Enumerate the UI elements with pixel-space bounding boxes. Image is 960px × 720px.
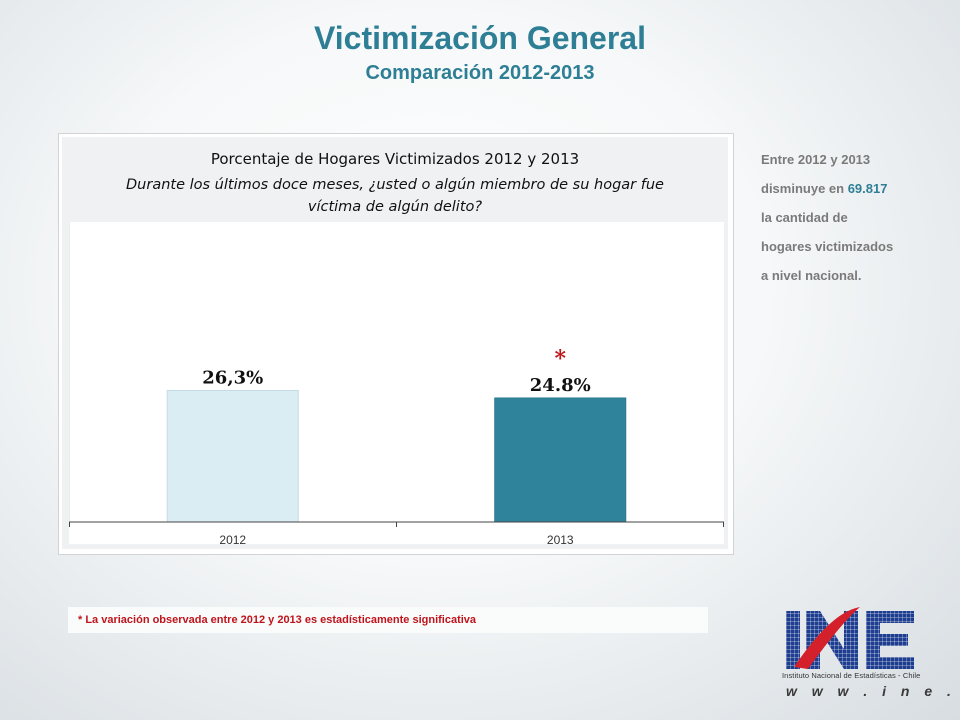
- ine-website-url: w w w . i n e . c l: [786, 683, 960, 699]
- chart-question: Durante los últimos doce meses, ¿usted o…: [122, 174, 668, 218]
- chart-frame: Porcentaje de Hogares Victimizados 2012 …: [58, 133, 734, 555]
- side-note: Entre 2012 y 2013 disminuye en 69.817 la…: [761, 145, 946, 290]
- chart-background: Porcentaje de Hogares Victimizados 2012 …: [62, 137, 728, 549]
- x-tick-label-2012: 2012: [219, 533, 246, 544]
- chart-question-line2: víctima de algún delito?: [307, 199, 483, 215]
- bar-2012: [166, 390, 299, 523]
- ine-logo-mark: [786, 607, 914, 669]
- side-note-line2: disminuye en 69.817: [761, 174, 946, 203]
- bar-2013: [494, 397, 627, 523]
- side-note-line1: Entre 2012 y 2013: [761, 152, 871, 167]
- plot-area: 26,3% 2012 24.8% 2013 *: [69, 222, 724, 544]
- ine-logo-caption: Instituto Nacional de Estadísticas - Chi…: [782, 671, 921, 680]
- ine-logo: Instituto Nacional de Estadísticas - Chi…: [782, 605, 960, 705]
- data-label-2012: 26,3%: [202, 368, 263, 389]
- side-note-line2-prefix: disminuye en: [761, 181, 848, 196]
- side-note-line5: a nivel nacional.: [761, 268, 862, 283]
- significance-footnote: * La variación observada entre 2012 y 20…: [68, 607, 708, 633]
- data-label-2013: 24.8%: [530, 375, 591, 396]
- side-note-line4: hogares victimizados: [761, 239, 894, 254]
- side-note-highlight-value: 69.817: [847, 181, 888, 196]
- significance-marker: *: [554, 346, 566, 372]
- slide-title: Victimización General: [314, 20, 646, 56]
- x-tick-label-2013: 2013: [547, 533, 574, 544]
- slide-subtitle: Comparación 2012-2013: [365, 62, 595, 84]
- chart-title: Porcentaje de Hogares Victimizados 2012 …: [210, 150, 580, 168]
- side-note-line3: la cantidad de: [761, 210, 848, 225]
- chart-question-line1: Durante los últimos doce meses, ¿usted o…: [126, 177, 664, 193]
- bar-chart: 26,3% 2012 24.8% 2013 *: [69, 222, 724, 544]
